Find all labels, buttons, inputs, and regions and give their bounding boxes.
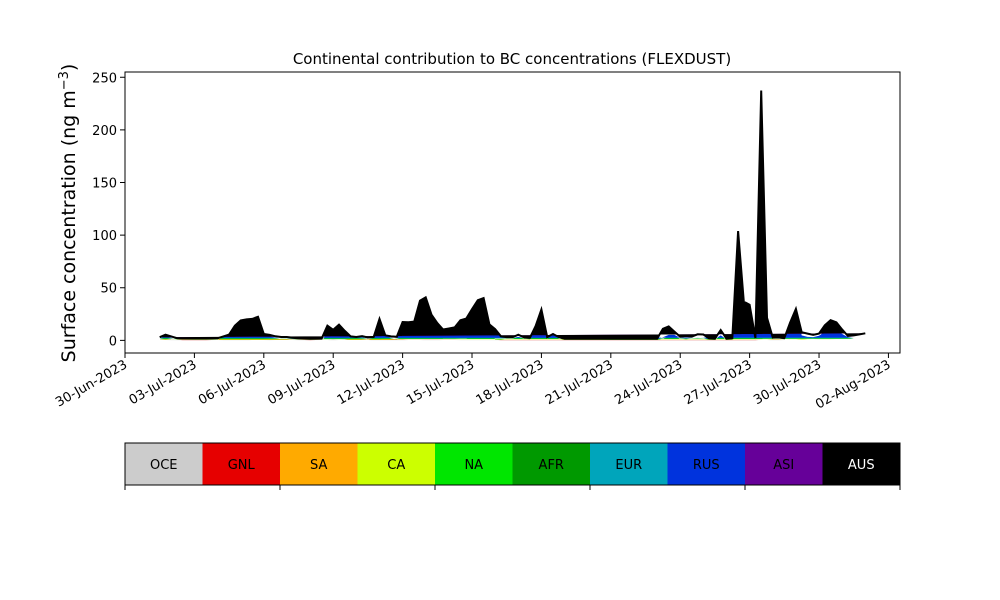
colorbar-swatch-ca <box>357 443 436 485</box>
colorbar-label-asi: ASI <box>773 458 794 473</box>
colorbar-swatch-afr <box>512 443 591 485</box>
colorbar-swatch-gnl <box>202 443 281 485</box>
colorbar-swatch-oce <box>125 443 203 485</box>
x-tick-label: 06-Jul-2023 <box>196 357 269 408</box>
x-tick-label: 09-Jul-2023 <box>265 357 338 408</box>
y-axis-label-close: ) <box>58 64 80 71</box>
colorbar-label-sa: SA <box>310 458 327 473</box>
colorbar-label-na: NA <box>464 458 483 473</box>
x-tick-label: 24-Jul-2023 <box>612 357 685 408</box>
colorbar-label-eur: EUR <box>615 458 642 473</box>
y-tick-label: 50 <box>100 282 117 297</box>
colorbar-swatch-aus <box>822 443 901 485</box>
x-axis: 30-Jun-202303-Jul-202306-Jul-202309-Jul-… <box>53 353 893 413</box>
region-colorbar: OCE GNL SA CA NA AFR EUR RUS ASI AUS <box>124 442 901 490</box>
x-tick-label: 21-Jul-2023 <box>543 357 616 408</box>
chart-title: Continental contribution to BC concentra… <box>293 50 731 68</box>
colorbar-label-afr: AFR <box>539 458 564 473</box>
y-tick-label: 0 <box>109 334 117 349</box>
x-tick-label: 15-Jul-2023 <box>404 357 477 408</box>
x-tick-label: 18-Jul-2023 <box>474 357 547 408</box>
y-tick-label: 150 <box>92 177 117 192</box>
y-axis-label-exponent: −3 <box>57 71 72 90</box>
x-tick-label: 27-Jul-2023 <box>682 357 755 408</box>
y-tick-label: 200 <box>92 124 117 139</box>
x-tick-label: 03-Jul-2023 <box>127 357 200 408</box>
y-axis-label-main: Surface concentration (ng m <box>58 90 80 362</box>
colorbar-label-oce: OCE <box>150 458 178 473</box>
y-axis: 0 50 100 150 200 250 <box>92 71 125 349</box>
plot-frame <box>124 71 901 354</box>
colorbar-label-aus: AUS <box>848 458 875 473</box>
colorbar-label-rus: RUS <box>693 458 720 473</box>
total-line <box>159 90 866 340</box>
y-tick-label: 250 <box>92 71 117 86</box>
colorbar-swatch-na <box>435 443 513 485</box>
colorbar-swatch-rus <box>667 443 746 485</box>
y-axis-label: Surface concentration (ng m−3) <box>57 64 80 363</box>
colorbar-label-gnl: GNL <box>228 458 256 473</box>
colorbar-swatch-asi <box>745 443 823 485</box>
y-tick-label: 100 <box>92 229 117 244</box>
colorbar-swatch-sa <box>280 443 358 485</box>
colorbar-label-ca: CA <box>387 458 405 473</box>
x-tick-label: 02-Aug-2023 <box>813 357 893 412</box>
x-tick-label: 30-Jun-2023 <box>53 357 130 410</box>
colorbar-frame <box>124 442 901 486</box>
colorbar-swatch-eur <box>590 443 668 485</box>
x-tick-label: 12-Jul-2023 <box>335 357 408 408</box>
